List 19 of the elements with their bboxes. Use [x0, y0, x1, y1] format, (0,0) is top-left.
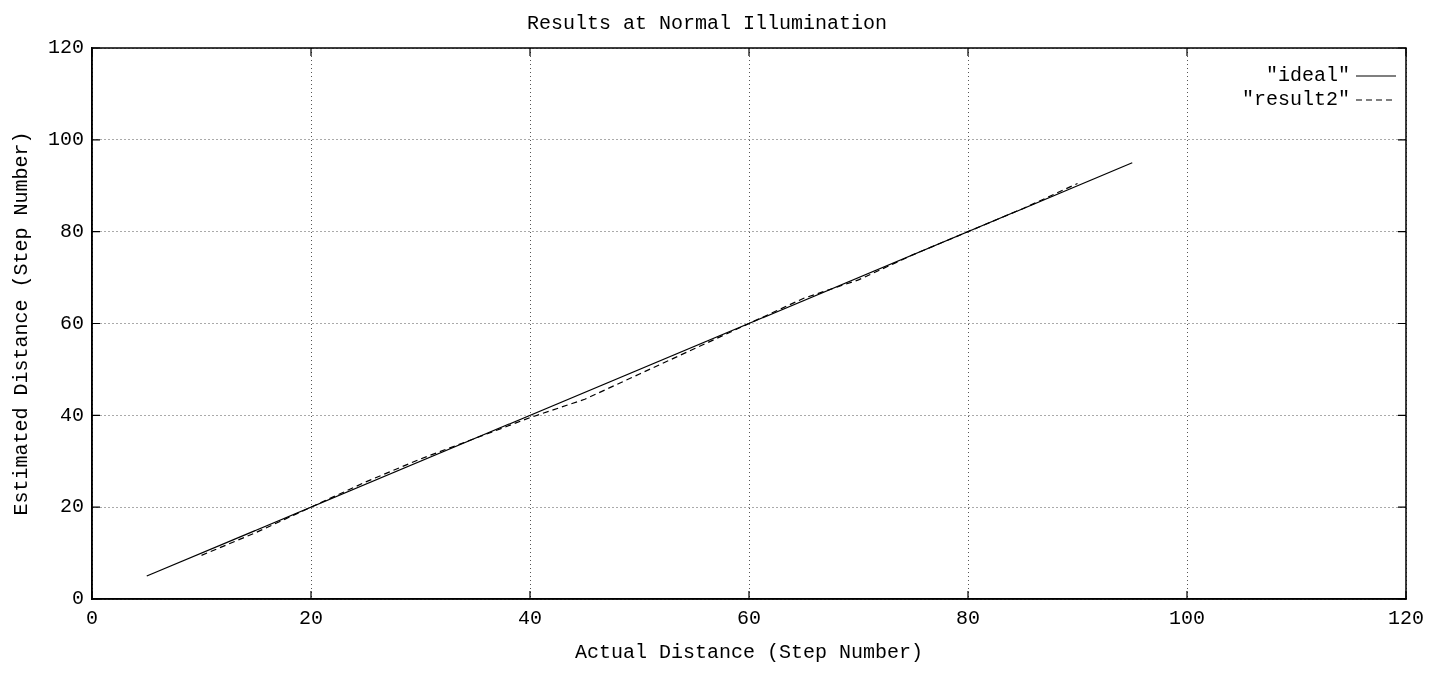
line-series	[200, 182, 1079, 556]
y-tick-label: 0	[71, 587, 85, 611]
x-tick-label: 120	[1387, 607, 1425, 631]
y-tick-label: 120	[47, 36, 85, 60]
x-axis-title: Actual Distance (Step Number)	[574, 641, 924, 665]
y-tick-label: 100	[47, 128, 85, 152]
x-tick-label: 100	[1168, 607, 1206, 631]
x-tick-label: 80	[955, 607, 981, 631]
y-tick-label: 60	[59, 311, 85, 335]
y-tick-label: 80	[59, 219, 85, 243]
x-tick-label: 40	[518, 607, 543, 631]
legend-label: "result2"	[1241, 88, 1350, 112]
legend-label: "ideal"	[1265, 64, 1350, 88]
x-tick-label: 20	[299, 607, 324, 631]
x-tick-label: 60	[737, 607, 762, 631]
chart-title: Results at Normal Illumination	[526, 12, 888, 36]
y-tick-label: 40	[59, 403, 85, 427]
y-axis-title: Estimated Distance (Step Number)	[10, 131, 34, 516]
y-tick-label: 20	[59, 495, 85, 519]
